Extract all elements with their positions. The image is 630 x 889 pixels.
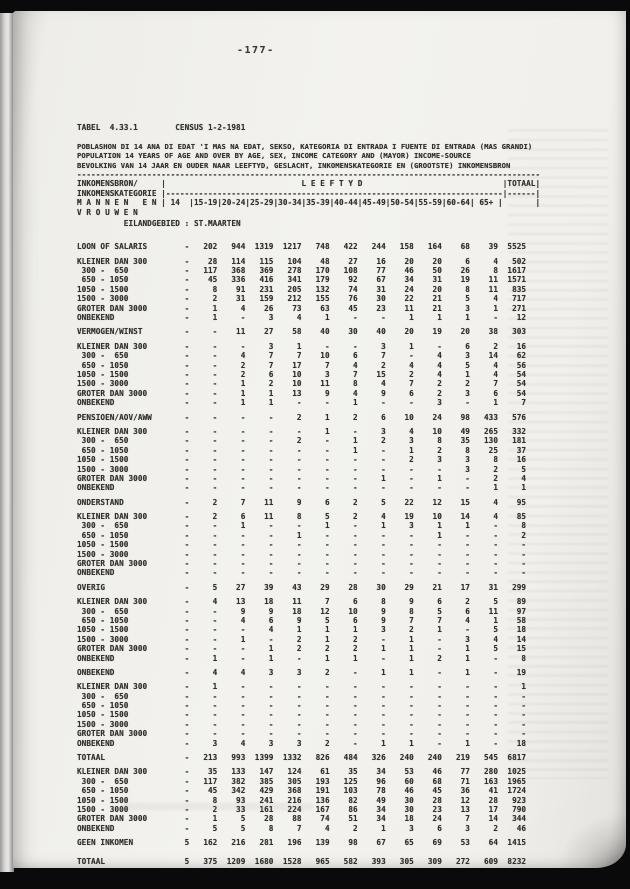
category-row: 1500 - 3000 - 2 31 159 212 155 76 30 22 … bbox=[77, 294, 531, 304]
category-row: KLEINER DAN 300 - 1 - - - - - - - - - - … bbox=[77, 682, 531, 692]
header-line: INKOMENSBRON/ | L E E F T Y D |TOTAAL| bbox=[77, 179, 541, 189]
category-row: GROTER DAN 3000 - 1 5 28 88 74 51 34 18 … bbox=[77, 814, 531, 824]
category-row: GROTER DAN 3000 - - - - - - - 1 - 1 - 2 … bbox=[77, 473, 531, 483]
category-row: KLEINER DAN 300 - - - 3 1 - - 3 1 - 6 2 … bbox=[77, 341, 531, 351]
header-line: V R O U W E N bbox=[77, 207, 138, 217]
category-row: KLEINER DAN 300 - 4 13 18 11 7 6 8 9 6 2… bbox=[77, 597, 531, 607]
section-total-row: TOTAAL - 213 993 1399 1332 826 484 326 2… bbox=[77, 753, 531, 763]
category-row: 300 - 650 - - 1 - - 1 - 1 3 1 1 - 8 bbox=[77, 521, 531, 531]
category-row: KLEINER DAN 300 - - - - - 1 - 3 4 10 49 … bbox=[77, 426, 531, 436]
category-row: ONBEKEND - 1 - 1 - 1 1 - 1 2 1 - 8 bbox=[77, 653, 531, 663]
header-line: INKOMENSKATEGORIE |---------------------… bbox=[77, 188, 541, 198]
category-row: GROTER DAN 3000 - - - - - - - - - - - - … bbox=[77, 729, 531, 739]
category-row: ONBEKEND - - 1 1 - - 1 - - 3 - 1 7 bbox=[77, 398, 531, 408]
category-row: 1500 - 3000 - - - - - - - - - - 3 2 5 bbox=[77, 464, 531, 474]
category-row: 650 - 1050 - - 2 7 17 7 4 2 4 4 5 4 56 bbox=[77, 360, 531, 370]
category-row: ONBEKEND - 1 - 3 4 1 - - 1 1 1 - 12 bbox=[77, 313, 531, 323]
category-row: 1500 - 3000 - - 1 - 2 1 2 - 1 - 3 4 14 bbox=[77, 634, 531, 644]
category-row: KLEINER DAN 300 - 28 114 115 104 48 27 1… bbox=[77, 256, 531, 266]
category-row: 650 - 1050 - - - - 1 - - - - 1 - - 2 bbox=[77, 530, 531, 540]
category-row: 300 - 650 - - 9 9 18 12 10 9 8 5 6 11 97 bbox=[77, 606, 531, 616]
category-row: 300 - 650 - 117 382 385 305 193 125 96 6… bbox=[77, 776, 531, 786]
category-row: 1050 - 1500 - 8 91 231 205 132 74 31 24 … bbox=[77, 284, 531, 294]
category-row: 1500 - 3000 - 2 33 161 224 167 86 34 30 … bbox=[77, 805, 531, 814]
page-number: -177- bbox=[237, 45, 275, 56]
section-total-row: ONBEKEND - 4 4 3 3 2 - 1 1 - 1 - 19 bbox=[77, 667, 531, 677]
section-total-row: LOON OF SALARIS - 202 944 1319 1217 748 … bbox=[77, 242, 531, 252]
category-row: 1050 - 1500 - - 2 6 10 3 7 15 2 4 1 4 54 bbox=[77, 369, 531, 379]
category-row: 1050 - 1500 - - - 4 1 1 1 3 2 1 - 5 18 bbox=[77, 625, 531, 635]
header-line: M A N N E N E N | 14 |15-19|20-24|25-29|… bbox=[77, 198, 541, 208]
category-row: ONBEKEND - - - - - - - - - - - - - bbox=[77, 568, 531, 578]
separator-line: ----------------------------------------… bbox=[77, 169, 541, 179]
region-line: EILANDGEBIED : ST.MAARTEN bbox=[77, 218, 241, 228]
category-row: GROTER DAN 3000 - - 1 1 13 9 4 9 6 2 3 6… bbox=[77, 388, 531, 398]
section-total-row: OVERIG - 5 27 39 43 29 28 30 29 21 17 31… bbox=[77, 582, 531, 592]
book-page-edge bbox=[0, 13, 14, 872]
category-row: GROTER DAN 3000 - 1 4 26 73 63 45 23 11 … bbox=[77, 303, 531, 313]
page-corner-curl bbox=[556, 812, 626, 868]
subtitle-line: BEVOLKING VAN 14 JAAR EN OUDER NAAR LEEF… bbox=[77, 160, 511, 170]
subtitle-line: POPULATION 14 YEARS OF AGE AND OVER BY A… bbox=[77, 151, 471, 161]
category-row: 300 - 650 - - - - - - - - - - - - - bbox=[77, 691, 531, 701]
category-row: 650 - 1050 - - 4 6 9 5 6 9 7 7 4 1 58 bbox=[77, 615, 531, 625]
category-row: GROTER DAN 3000 - - - - - - - - - - - - … bbox=[77, 559, 531, 569]
category-row: 300 - 650 - - 4 7 7 10 6 7 - 4 3 14 62 bbox=[77, 351, 531, 361]
category-row: 1500 - 3000 - - - - - - - - - - - - - bbox=[77, 719, 531, 729]
document-page: -177- TABEL 4.33.1 CENSUS 1-2-1981 POBLAS… bbox=[13, 11, 626, 868]
section-total-row: VERMOGEN/WINST - - 11 27 58 40 30 40 20 … bbox=[77, 327, 531, 337]
category-row: 1050 - 1500 - 8 93 241 216 136 82 49 30 … bbox=[77, 795, 531, 805]
category-row: 650 - 1050 - - - - - - - - - - - - - bbox=[77, 701, 531, 711]
category-row: ONBEKEND - 3 4 3 3 2 - 1 1 - 1 - 18 bbox=[77, 738, 531, 748]
category-row: 300 - 650 - - - - 2 - 1 2 3 8 35 130 181 bbox=[77, 436, 531, 446]
category-row: ONBEKEND - 5 5 8 7 4 2 1 3 6 3 2 46 bbox=[77, 823, 531, 833]
category-row: 650 - 1050 - - - - - - 1 - 1 2 8 25 37 bbox=[77, 445, 531, 455]
section-total-row: GEEN INKOMEN 5 162 216 281 196 139 98 67… bbox=[77, 838, 531, 848]
table-lines: TABEL 4.33.1 CENSUS 1-2-1981 POBLASHON DI… bbox=[77, 123, 540, 866]
subtitle-line: POBLASHON DI 14 ANA DI EDAT 'I MAS NA ED… bbox=[77, 141, 533, 151]
category-row: 300 - 650 - 117 368 369 278 170 108 77 4… bbox=[77, 266, 531, 276]
table-title: TABEL 4.33.1 CENSUS 1-2-1981 bbox=[77, 123, 246, 132]
category-row: 650 - 1050 - 45 342 429 368 191 103 78 4… bbox=[77, 786, 531, 796]
category-row: 1050 - 1500 - - - - - - - - 2 3 3 8 16 bbox=[77, 455, 531, 465]
spacer bbox=[77, 132, 540, 141]
category-row: 1050 - 1500 - - - - - - - - - - - - - bbox=[77, 540, 531, 550]
section-total-row: PENSIOEN/AOV/AWW - - - - 2 1 2 6 10 24 9… bbox=[77, 412, 531, 422]
category-row: 1500 - 3000 - - 1 2 10 11 8 4 7 2 2 7 54 bbox=[77, 379, 531, 389]
grand-total-row: TOTAAL 5 375 1209 1680 1528 965 582 393 … bbox=[77, 856, 531, 866]
category-row: KLEINER DAN 300 - 35 133 147 124 61 35 3… bbox=[77, 767, 531, 777]
category-row: GROTER DAN 3000 - - - 1 2 2 2 1 1 - 1 5 … bbox=[77, 644, 531, 654]
category-row: 650 - 1050 - 45 336 416 341 179 92 67 34… bbox=[77, 275, 531, 285]
category-row: ONBEKEND - - - - - - - - - - - 1 1 bbox=[77, 483, 531, 493]
category-row: 1050 - 1500 - - - - - - - - - - - - - bbox=[77, 710, 531, 720]
category-row: 1500 - 3000 - - - - - - - - - - - - - bbox=[77, 549, 531, 559]
category-row: KLEINER DAN 300 - 2 6 11 8 5 2 4 19 10 1… bbox=[77, 512, 531, 522]
section-total-row: ONDERSTAND - 2 7 11 9 6 2 5 22 12 15 4 9… bbox=[77, 497, 531, 507]
